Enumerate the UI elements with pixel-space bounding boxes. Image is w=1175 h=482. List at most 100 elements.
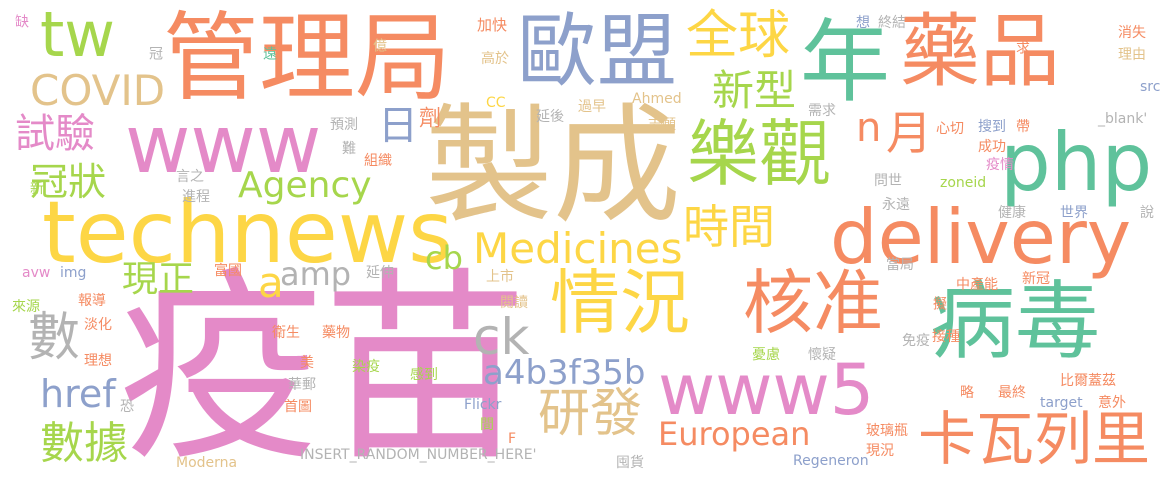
word-fuguo: 富國 [214, 263, 242, 279]
word-php: php [1000, 116, 1153, 209]
word-huaiyi: 懷疑 [808, 347, 836, 363]
word-yanzhi: 言之 [176, 169, 204, 185]
word-xiankuang: 現況 [866, 443, 894, 459]
word-zhicheng: 製成 [425, 92, 682, 241]
word-ck: ck [473, 308, 530, 366]
word-avw: avw [22, 265, 51, 281]
word-delivery: delivery [830, 193, 1132, 281]
word-shu: 數 [28, 308, 81, 368]
word-tunhuo: 囤貨 [616, 455, 644, 471]
word-bolipin: 玻璃瓶 [866, 423, 908, 439]
word-weisheng: 衛生 [272, 325, 300, 341]
word-yuan: 遠 [261, 46, 277, 60]
word-xianzheng: 現正 [122, 259, 195, 300]
word-wenshi: 問世 [874, 173, 902, 189]
word-bier: 比爾蓋茲 [1060, 373, 1116, 389]
word-guozao: 過早 [578, 99, 606, 115]
word-guanliju: 管理局 [163, 2, 451, 114]
word-qingkuang: 情況 [550, 262, 690, 344]
word-dangju: 當局 [886, 257, 914, 273]
word-shiyan: 試驗 [15, 111, 95, 157]
word-jiezhong: 接種 [932, 329, 960, 345]
word-baodao: 報導 [78, 293, 106, 309]
word-xin: 新 [30, 181, 44, 197]
word-shoutu: 首圖 [284, 399, 312, 415]
word-laiyuan: 來源 [12, 299, 40, 315]
word-hezhun: 核准 [743, 262, 883, 344]
word-leguan: 樂觀 [687, 112, 832, 196]
word-target: target [1040, 395, 1083, 411]
word-liyou: 理由 [1118, 47, 1146, 63]
word-gandao: 感到 [410, 367, 438, 383]
word-jiankang: 健康 [998, 205, 1026, 221]
word-bingdu: 病毒 [930, 273, 1101, 372]
word-zuizhong: 最終 [998, 385, 1026, 401]
word-cc: CC [486, 95, 506, 111]
word-shijie: 世界 [1060, 205, 1088, 221]
word-xinxing: 新型 [712, 66, 797, 115]
word-yue: 月 [886, 106, 932, 160]
word-src: src [1140, 79, 1161, 95]
word-yaowu: 藥物 [322, 325, 350, 341]
word-ri: 日 [378, 103, 418, 149]
word-covid: COVID [30, 66, 166, 115]
word-yaopin: 藥品 [900, 5, 1060, 98]
word-yi: 億 [371, 38, 387, 52]
word-nan: 難 [342, 141, 356, 157]
word-jiakuai: 加快 [477, 16, 508, 34]
word-regeneron: Regeneron [793, 453, 869, 469]
word-guan: 冠 [147, 46, 163, 60]
word-yanhou: 延後 [536, 109, 564, 125]
word-amp: amp [280, 255, 352, 293]
word-ranyi: 染疫 [352, 359, 380, 375]
word-ji: 劑 [415, 106, 440, 128]
word-qiu: 求 [1014, 40, 1030, 54]
word-zhongjie: 終結 [878, 15, 906, 31]
word-chenggong: 成功 [978, 139, 1006, 155]
word-european: European [658, 415, 811, 453]
word-tw: tw [40, 0, 116, 71]
word-nian: 年 [800, 10, 890, 115]
word-img: img [60, 265, 87, 281]
word-jian: 間 [480, 417, 494, 433]
word-www5: www5 [658, 349, 875, 431]
word-a4b3f35b: a4b3f35b [483, 353, 646, 393]
word-medicines: Medicines [473, 224, 683, 273]
word-soudao: 搜到 [978, 119, 1006, 135]
word-lue: 略 [960, 385, 974, 401]
word-insert-random: INSERT_RANDOM_NUMBER_HERE' [300, 447, 537, 463]
word-mei: 美 [300, 355, 314, 371]
word-blank: _blank' [1098, 111, 1148, 127]
word-yongyuan: 永遠 [882, 197, 910, 213]
word-f: F [508, 431, 517, 447]
word-flickr: Flickr [464, 397, 502, 413]
word-oumeng: 歐盟 [517, 5, 677, 98]
word-lixiang: 理想 [84, 353, 112, 369]
word-mianyi: 免疫 [902, 333, 930, 349]
word-kawaliel: 卡瓦列里 [918, 405, 1151, 473]
word-huayou: 華郵 [288, 377, 316, 393]
word-shuo: 說 [1140, 205, 1154, 221]
word-dai: 帶 [1016, 119, 1030, 135]
word-cb: cb [425, 239, 463, 277]
word-technews: technews [42, 183, 453, 283]
word-agency: Agency [238, 165, 372, 206]
word-xiang: 想 [856, 15, 870, 31]
word-a: a [258, 258, 284, 307]
word-shangshi: 上市 [486, 269, 514, 285]
word-ahmed: Ahmed [632, 91, 682, 107]
word-yanshen: 延伸 [366, 265, 394, 281]
word-guanzhuang: 冠狀 [30, 160, 107, 204]
word-youlu: 憂慮 [752, 347, 780, 363]
word-jincheng: 進程 [182, 189, 210, 205]
word-xuqiu: 需求 [808, 103, 836, 119]
word-quanqiu: 全球 [686, 6, 791, 66]
word-zoneid: zoneid [940, 175, 987, 191]
word-zhongchanneng: 中產能 [956, 277, 998, 293]
word-zhiyuan: 志願 [648, 117, 676, 133]
word-shijian: 時間 [683, 200, 775, 254]
word-xinguan: 新冠 [1022, 271, 1050, 287]
word-n: n [856, 105, 882, 151]
word-shuju: 數據 [40, 418, 128, 469]
